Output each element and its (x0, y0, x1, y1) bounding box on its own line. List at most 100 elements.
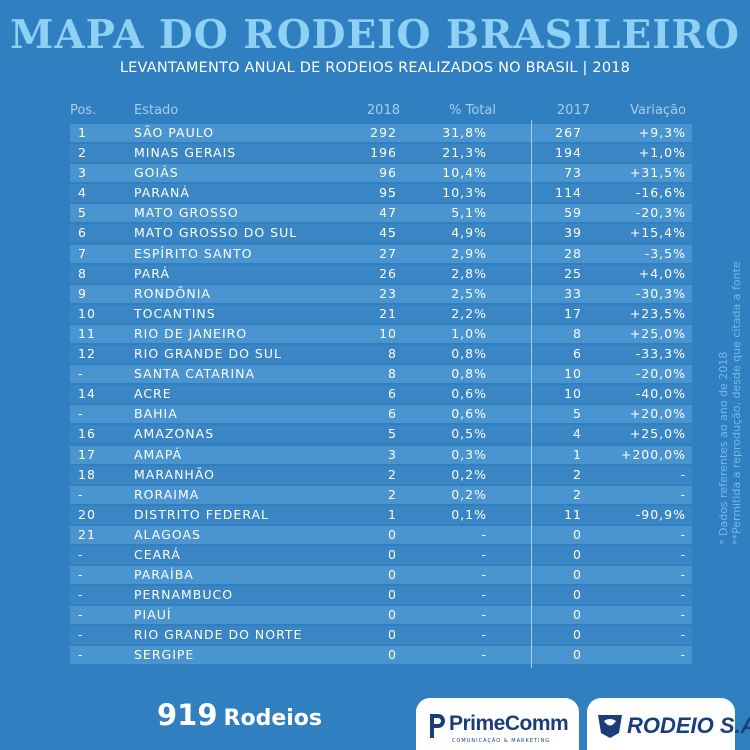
cell-2017: 4 (573, 426, 582, 442)
cell-pos: 1 (78, 125, 87, 140)
cell-2017: 114 (555, 185, 582, 201)
cell-variacao: +25,0% (629, 426, 686, 442)
cell-pct-total: - (481, 627, 487, 643)
cell-variacao: +23,5% (629, 305, 686, 321)
total-number: 919 (157, 698, 218, 732)
cell-2017: 33 (564, 285, 582, 301)
cell-estado: ESPÍRITO SANTO (134, 245, 253, 261)
cell-2018: 0 (388, 526, 397, 542)
cell-2017: 0 (573, 567, 582, 583)
cell-2018: 0 (388, 587, 397, 603)
table-row: 3 GOIÁS 96 10,4% 73 +31,5% (70, 164, 692, 183)
cell-variacao: - (680, 587, 686, 603)
cell-estado: ACRE (134, 386, 172, 402)
header-pct-total: % Total (449, 103, 496, 118)
cell-pos: 3 (78, 165, 87, 181)
cell-pos: 6 (78, 225, 87, 241)
cell-estado: RIO GRANDE DO SUL (134, 346, 282, 362)
cell-estado: MARANHÃO (134, 466, 215, 482)
cell-2018: 6 (388, 406, 397, 422)
cell-estado: RONDÔNIA (134, 285, 211, 301)
cell-pct-total: 31,8% (442, 125, 487, 140)
cell-variacao: -3,5% (644, 245, 686, 261)
cell-2018: 6 (388, 386, 397, 402)
cell-variacao: +4,0% (638, 265, 686, 281)
cell-pos: 4 (78, 185, 87, 201)
cell-estado: BAHIA (134, 406, 178, 422)
cell-2018: 8 (388, 346, 397, 362)
cell-pct-total: 2,9% (451, 245, 487, 261)
cell-variacao: +1,0% (638, 145, 686, 161)
cell-pct-total: 0,6% (451, 386, 487, 402)
cell-estado: MATO GROSSO (134, 205, 239, 221)
page-title: MAPA DO RODEIO BRASILEIRO (10, 12, 740, 58)
cell-variacao: +9,3% (638, 125, 686, 140)
table-row: 16 AMAZONAS 5 0,5% 4 +25,0% (70, 425, 692, 444)
cell-pct-total: 5,1% (451, 205, 487, 221)
cell-pct-total: 0,2% (451, 466, 487, 482)
cell-estado: AMAZONAS (134, 426, 215, 442)
cell-pct-total: 10,3% (442, 185, 487, 201)
cell-pos: - (78, 486, 84, 502)
cell-2017: 28 (564, 245, 582, 261)
cell-pct-total: 10,4% (442, 165, 487, 181)
cell-estado: PARANÁ (134, 185, 190, 201)
footnote-line-2: **Permitida a reprodução, desde que cita… (730, 261, 743, 545)
cell-2018: 0 (388, 607, 397, 623)
header-2018: 2018 (366, 103, 400, 118)
cell-2018: 8 (388, 366, 397, 382)
table-row: 1 SÃO PAULO 292 31,8% 267 +9,3% (70, 124, 692, 142)
cell-pct-total: 2,2% (451, 305, 487, 321)
cell-pct-total: 0,3% (451, 446, 487, 462)
table-row: 18 MARANHÃO 2 0,2% 2 - (70, 465, 692, 484)
table-row: 9 RONDÔNIA 23 2,5% 33 -30,3% (70, 284, 692, 303)
cell-2018: 2 (388, 466, 397, 482)
cell-pos: 16 (78, 426, 96, 442)
cell-2017: 267 (555, 125, 582, 140)
header-pos: Pos. (70, 103, 97, 118)
cell-2017: 0 (573, 526, 582, 542)
header-estado: Estado (134, 103, 179, 118)
cell-2017: 10 (564, 366, 582, 382)
primecomm-logo-subtext: COMUNICAÇÃO & MARKETING (452, 738, 551, 744)
cell-variacao: -90,9% (635, 506, 686, 522)
cell-variacao: +200,0% (620, 446, 686, 462)
cell-variacao: - (680, 647, 686, 663)
cell-estado: PARAÍBA (134, 567, 194, 583)
cell-2018: 23 (379, 285, 397, 301)
cell-pos: - (78, 366, 84, 382)
cell-2018: 0 (388, 546, 397, 562)
cell-pos: 21 (78, 526, 96, 542)
table-row: - RORAIMA 2 0,2% 2 - (70, 485, 692, 504)
cell-estado: PIAUÍ (134, 607, 172, 623)
table-row: 20 DISTRITO FEDERAL 1 0,1% 11 -90,9% (70, 505, 692, 524)
cell-2017: 1 (573, 446, 582, 462)
cell-2017: 0 (573, 587, 582, 603)
cell-pct-total: - (481, 647, 487, 663)
cell-pct-total: 0,8% (451, 366, 487, 382)
cell-estado: SERGIPE (134, 647, 195, 663)
table-row: 14 ACRE 6 0,6% 10 -40,0% (70, 385, 692, 404)
primecomm-logo: PrimeComm COMUNICAÇÃO & MARKETING (416, 698, 579, 750)
cell-pct-total: - (481, 567, 487, 583)
cell-pos: - (78, 546, 84, 562)
rodeio-sa-logo-text: RODEIO S.A. (627, 713, 750, 738)
cell-pos: 17 (78, 446, 96, 462)
cell-2017: 6 (573, 346, 582, 362)
cell-2017: 59 (564, 205, 582, 221)
cell-estado: RIO DE JANEIRO (134, 325, 248, 341)
cell-pos: 7 (78, 245, 87, 261)
cell-2017: 11 (564, 506, 582, 522)
table-row: 10 TOCANTINS 21 2,2% 17 +23,5% (70, 304, 692, 323)
cell-pos: 2 (78, 145, 87, 161)
cell-pct-total: 4,9% (451, 225, 487, 241)
cell-2018: 10 (379, 325, 397, 341)
cell-variacao: +15,4% (629, 225, 686, 241)
cell-2017: 10 (564, 386, 582, 402)
table-row: 11 RIO DE JANEIRO 10 1,0% 8 +25,0% (70, 324, 692, 343)
cell-pct-total: - (481, 607, 487, 623)
cell-pos: 11 (78, 325, 96, 341)
cell-variacao: - (680, 526, 686, 542)
cell-pos: 8 (78, 265, 87, 281)
footnote: * Dados referentes ao ano de 2018 **Perm… (717, 185, 743, 545)
